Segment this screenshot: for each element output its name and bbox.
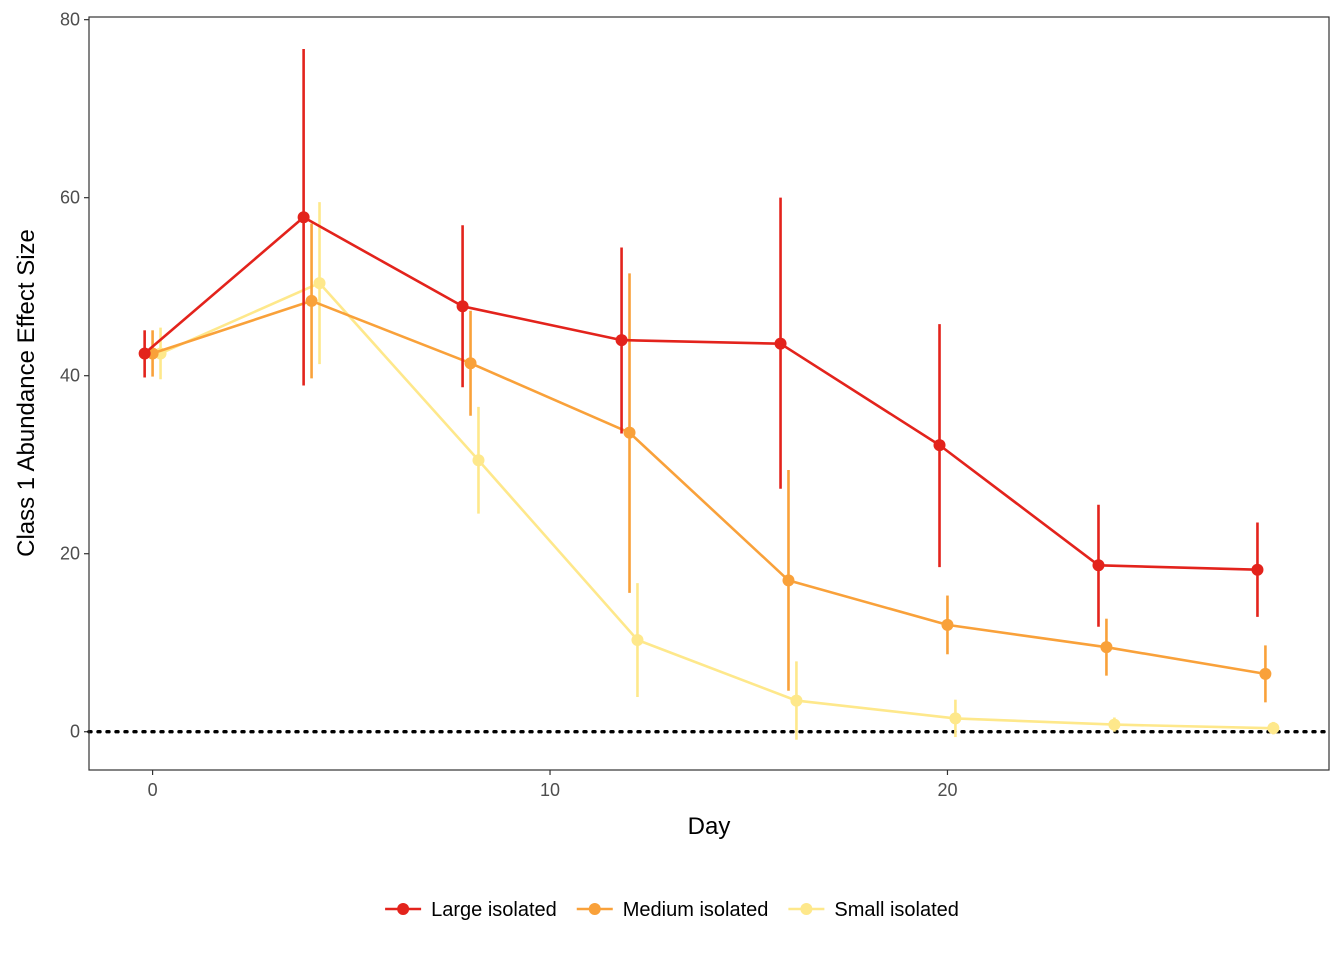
data-point [623,426,636,439]
legend-item-small-isolated: Small isolated [788,899,959,921]
data-point [305,294,318,307]
data-layer [138,49,1280,740]
data-point [941,618,954,631]
y-tick-label: 0 [70,722,80,742]
legend-key-point [397,903,410,915]
data-point [782,574,795,587]
y-tick-label: 80 [60,10,80,30]
legend-item-medium-isolated: Medium isolated [576,899,769,921]
x-tick-label: 20 [937,780,957,800]
y-tick-label: 20 [60,544,80,564]
data-point [313,277,326,290]
legend-item-large-isolated: Large isolated [385,899,557,921]
data-point [472,454,485,467]
data-point [138,347,151,360]
data-point [1092,559,1105,572]
data-point [949,712,962,725]
series-line [152,299,1266,676]
data-point [790,694,803,707]
x-tick-label: 0 [148,780,158,800]
data-point [774,337,787,350]
series-large-isolated [138,49,1264,627]
y-tick-label: 60 [60,188,80,208]
data-point [1251,563,1264,576]
tick-labels: 0 20 40 60 80 0 10 20 [60,10,958,800]
x-tick-label: 10 [540,780,560,800]
data-point [631,634,644,647]
axes-layer [84,19,949,775]
data-point [1108,718,1121,731]
legend-label: Large isolated [431,899,557,921]
data-point [464,357,477,370]
y-tick-label: 40 [60,366,80,386]
legend-key-point [800,903,813,915]
data-point [1259,667,1272,680]
data-point [1100,641,1113,654]
data-point [933,439,946,452]
x-axis-title: Day [688,813,731,840]
panel-border [88,16,1330,771]
legend: Large isolated Medium isolated Small isola… [385,899,959,921]
legend-label: Medium isolated [623,899,769,921]
series-line [143,216,1258,571]
legend-key-point [588,903,601,915]
data-point [297,211,310,224]
data-point [1267,722,1280,735]
legend-label: Small isolated [834,899,959,921]
series-small-isolated [154,202,1280,740]
y-axis-title: Class 1 Abundance Effect Size [13,229,40,557]
series-medium-isolated [146,223,1272,703]
data-point [456,300,469,313]
data-point [615,334,628,347]
series-line [159,281,1274,730]
